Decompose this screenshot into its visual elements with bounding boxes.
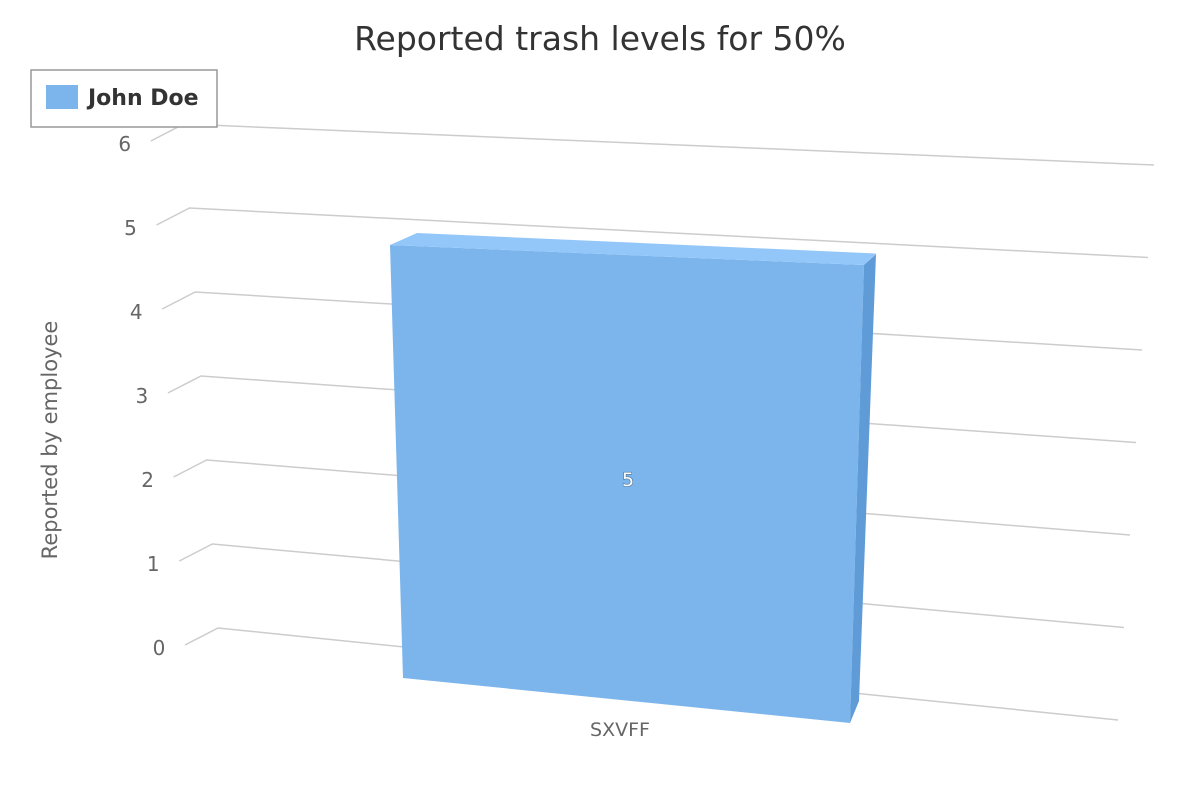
legend-item-john-doe[interactable]: John Doe xyxy=(86,86,199,111)
x-category-label: SXVFF xyxy=(590,719,650,741)
chart-title: Reported trash levels for 50% xyxy=(354,19,846,58)
y-tick-label: 2 xyxy=(141,468,154,492)
bar-front[interactable] xyxy=(390,245,864,723)
bar-side xyxy=(850,254,876,723)
grid-lines xyxy=(150,123,1155,721)
legend-swatch xyxy=(46,85,78,109)
legend[interactable]: John Doe xyxy=(30,69,218,128)
gridline xyxy=(150,123,1155,166)
x-axis-labels: SXVFF xyxy=(590,719,650,741)
y-axis-title: Reported by employee xyxy=(38,321,62,560)
y-axis-ticks: 0 1 2 3 4 5 6 xyxy=(118,132,165,660)
y-tick-label: 6 xyxy=(118,132,131,156)
y-tick-label: 0 xyxy=(153,636,166,660)
bars: 5 xyxy=(390,233,877,723)
bar-top xyxy=(390,233,877,265)
y-tick-label: 4 xyxy=(130,300,143,324)
y-tick-label: 1 xyxy=(147,552,160,576)
y-tick-label: 5 xyxy=(124,216,137,240)
y-tick-label: 3 xyxy=(136,384,149,408)
bar-data-label: 5 xyxy=(622,469,634,491)
gridline xyxy=(156,207,1149,259)
